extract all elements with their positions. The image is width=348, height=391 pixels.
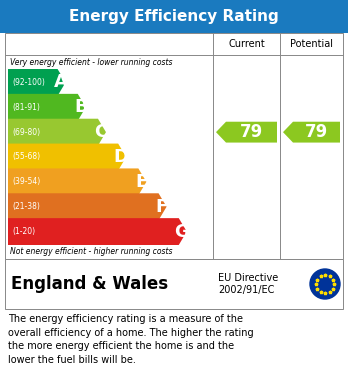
Text: The energy efficiency rating is a measure of the
overall efficiency of a home. T: The energy efficiency rating is a measur… [8, 314, 254, 365]
Text: 79: 79 [305, 123, 328, 141]
Text: C: C [94, 123, 108, 141]
Text: Energy Efficiency Rating: Energy Efficiency Rating [69, 9, 279, 24]
Text: 79: 79 [240, 123, 263, 141]
Bar [0, 0, 348, 33]
Text: Potential: Potential [290, 39, 333, 49]
Text: (92-100): (92-100) [12, 78, 45, 87]
Polygon shape [8, 143, 126, 170]
Text: (69-80): (69-80) [12, 127, 40, 136]
Text: G: G [174, 222, 189, 240]
Text: Not energy efficient - higher running costs: Not energy efficient - higher running co… [10, 247, 173, 256]
Circle shape [310, 269, 340, 299]
Text: (1-20): (1-20) [12, 227, 35, 236]
Text: E: E [135, 173, 148, 191]
Text: (21-38): (21-38) [12, 202, 40, 211]
Polygon shape [283, 122, 340, 143]
Polygon shape [216, 122, 277, 143]
Text: F: F [156, 198, 168, 216]
Text: B: B [74, 98, 88, 116]
Bar [5, 259, 343, 309]
Text: (39-54): (39-54) [12, 178, 40, 187]
Text: D: D [114, 148, 129, 166]
Bar [5, 33, 343, 259]
Text: EU Directive: EU Directive [218, 273, 278, 283]
Text: England & Wales: England & Wales [11, 275, 168, 293]
Text: Very energy efficient - lower running costs: Very energy efficient - lower running co… [10, 58, 173, 67]
Text: 2002/91/EC: 2002/91/EC [218, 285, 274, 295]
Polygon shape [8, 169, 147, 195]
Text: Current: Current [228, 39, 265, 49]
Polygon shape [8, 218, 187, 245]
Text: (55-68): (55-68) [12, 152, 40, 161]
Text: (81-91): (81-91) [12, 103, 40, 112]
Polygon shape [8, 69, 65, 96]
Polygon shape [8, 119, 106, 145]
Polygon shape [8, 94, 86, 121]
Polygon shape [8, 193, 167, 220]
Text: A: A [54, 74, 68, 91]
